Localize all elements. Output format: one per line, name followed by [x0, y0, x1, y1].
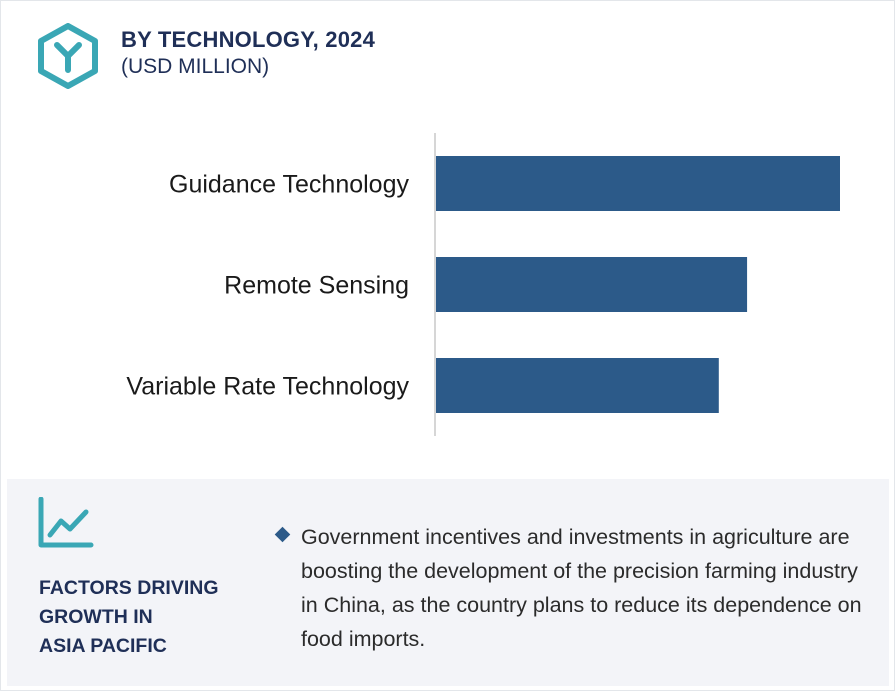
bullet-item: Government incentives and investments in…: [274, 520, 875, 656]
factors-heading-line: GROWTH IN: [39, 606, 153, 628]
factors-panel: FACTORS DRIVING GROWTH IN ASIA PACIFIC G…: [7, 479, 889, 686]
chart-title: BY TECHNOLOGY, 2024: [121, 27, 376, 52]
diamond-bullet-icon: [274, 526, 291, 543]
trend-chart-icon: [38, 497, 94, 548]
bar-remote-sensing: [436, 257, 748, 312]
category-label: Variable Rate Technology: [126, 373, 409, 401]
factors-heading: FACTORS DRIVING GROWTH IN ASIA PACIFIC: [39, 574, 249, 661]
chart-subtitle: (USD MILLION): [121, 55, 270, 78]
factors-heading-line: ASIA PACIFIC: [39, 635, 167, 657]
bullet-text: Government incentives and investments in…: [301, 525, 862, 651]
category-label: Guidance Technology: [169, 171, 409, 199]
bar-chart: Guidance Technology Remote Sensing Variabl…: [126, 133, 840, 436]
hexagon-y-logo-icon: [38, 23, 98, 89]
bar-guidance-technology: [436, 156, 840, 211]
category-label: Remote Sensing: [224, 272, 409, 300]
factors-heading-line: FACTORS DRIVING: [39, 577, 219, 599]
bar-variable-rate-technology: [436, 358, 719, 413]
